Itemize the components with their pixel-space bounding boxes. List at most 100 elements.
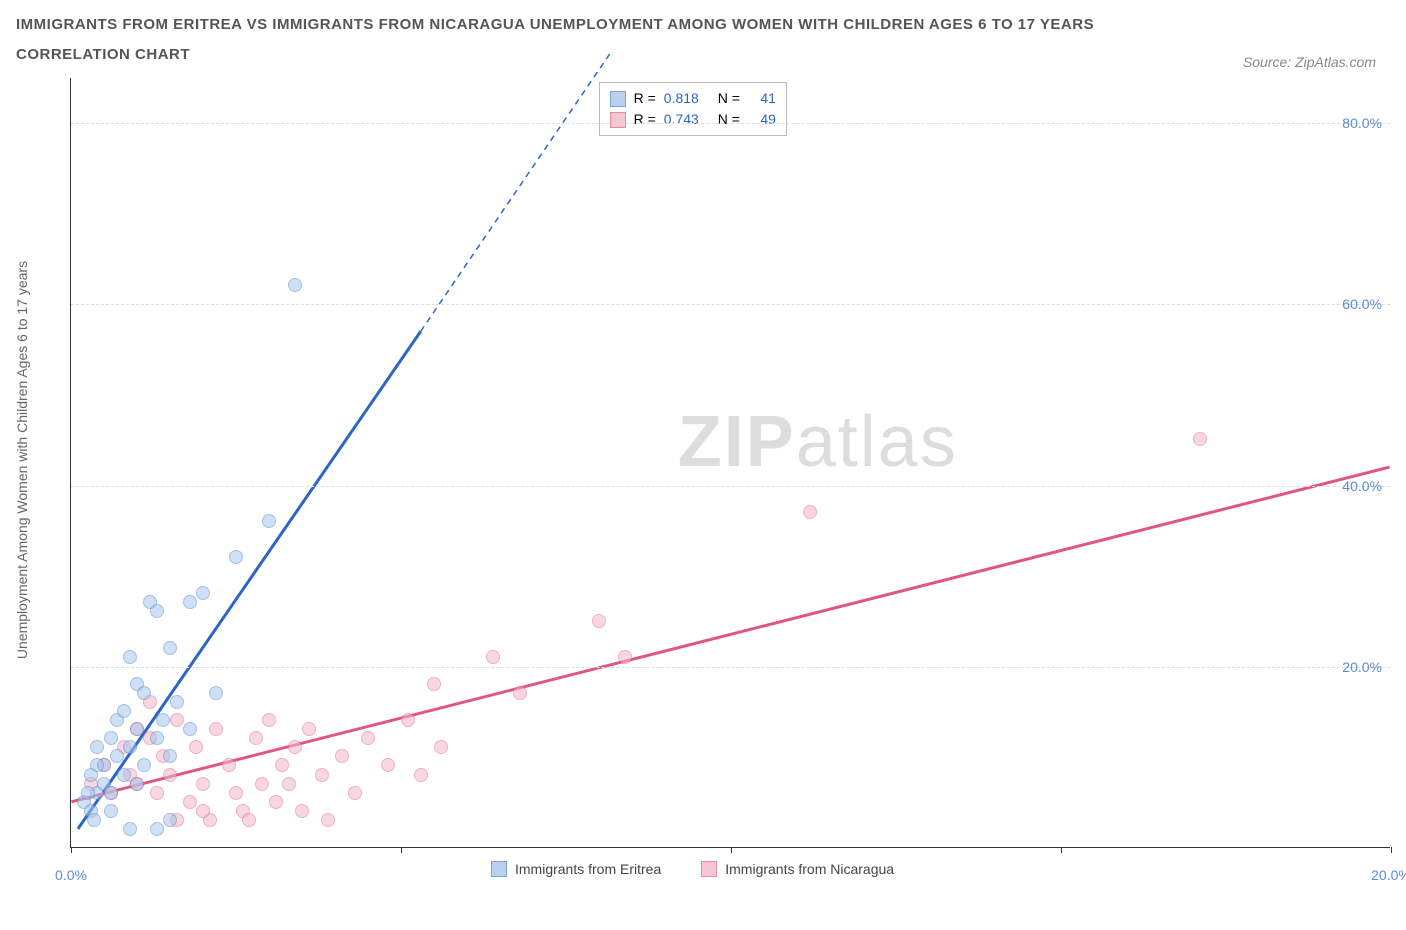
point-nicaragua — [486, 650, 500, 664]
point-eritrea — [123, 650, 137, 664]
point-nicaragua — [401, 713, 415, 727]
point-nicaragua — [295, 804, 309, 818]
point-eritrea — [262, 514, 276, 528]
point-nicaragua — [302, 722, 316, 736]
point-eritrea — [183, 595, 197, 609]
point-nicaragua — [414, 768, 428, 782]
point-eritrea — [123, 740, 137, 754]
y-tick-label: 80.0% — [1342, 115, 1382, 131]
y-tick-label: 20.0% — [1342, 659, 1382, 675]
watermark: ZIPatlas — [678, 401, 958, 483]
point-eritrea — [90, 740, 104, 754]
x-tick — [1061, 847, 1062, 853]
point-eritrea — [288, 278, 302, 292]
grid-line — [71, 667, 1390, 668]
legend-item-nicaragua: Immigrants from Nicaragua — [701, 861, 894, 877]
stat-r-nicaragua: 0.743 — [664, 109, 710, 130]
point-nicaragua — [381, 758, 395, 772]
point-nicaragua — [275, 758, 289, 772]
y-tick-label: 40.0% — [1342, 478, 1382, 494]
point-nicaragua — [361, 731, 375, 745]
point-eritrea — [209, 686, 223, 700]
point-eritrea — [130, 722, 144, 736]
point-eritrea — [170, 695, 184, 709]
source-attribution: Source: ZipAtlas.com — [1243, 54, 1376, 70]
point-eritrea — [163, 641, 177, 655]
point-nicaragua — [255, 777, 269, 791]
point-nicaragua — [321, 813, 335, 827]
x-tick-label: 0.0% — [55, 867, 87, 883]
point-eritrea — [104, 731, 118, 745]
point-nicaragua — [189, 740, 203, 754]
point-nicaragua — [209, 722, 223, 736]
point-nicaragua — [803, 505, 817, 519]
scatter-chart: ZIPatlas R = 0.818 N = 41 R = 0.743 N = … — [70, 78, 1390, 848]
grid-line — [71, 304, 1390, 305]
point-eritrea — [156, 713, 170, 727]
point-eritrea — [163, 813, 177, 827]
point-nicaragua — [1193, 432, 1207, 446]
x-tick — [1391, 847, 1392, 853]
y-tick-label: 60.0% — [1342, 296, 1382, 312]
point-eritrea — [117, 768, 131, 782]
point-eritrea — [229, 550, 243, 564]
x-tick — [401, 847, 402, 853]
point-nicaragua — [269, 795, 283, 809]
swatch-eritrea — [610, 91, 626, 107]
point-nicaragua — [249, 731, 263, 745]
stats-row-nicaragua: R = 0.743 N = 49 — [610, 109, 776, 130]
point-nicaragua — [348, 786, 362, 800]
point-nicaragua — [242, 813, 256, 827]
point-nicaragua — [288, 740, 302, 754]
point-eritrea — [163, 749, 177, 763]
grid-line — [71, 486, 1390, 487]
point-eritrea — [104, 804, 118, 818]
y-axis-label: Unemployment Among Women with Children A… — [14, 261, 30, 659]
x-tick — [731, 847, 732, 853]
point-nicaragua — [222, 758, 236, 772]
point-nicaragua — [618, 650, 632, 664]
stats-legend: R = 0.818 N = 41 R = 0.743 N = 49 — [599, 82, 787, 136]
point-eritrea — [130, 777, 144, 791]
point-nicaragua — [183, 795, 197, 809]
point-eritrea — [123, 822, 137, 836]
point-nicaragua — [315, 768, 329, 782]
point-eritrea — [196, 586, 210, 600]
point-nicaragua — [196, 777, 210, 791]
point-nicaragua — [262, 713, 276, 727]
point-eritrea — [81, 786, 95, 800]
stat-n-eritrea: 41 — [748, 88, 776, 109]
point-eritrea — [183, 722, 197, 736]
stats-row-eritrea: R = 0.818 N = 41 — [610, 88, 776, 109]
stat-n-nicaragua: 49 — [748, 109, 776, 130]
point-eritrea — [87, 813, 101, 827]
point-eritrea — [150, 604, 164, 618]
legend-label-nicaragua: Immigrants from Nicaragua — [725, 861, 894, 877]
chart-title: IMMIGRANTS FROM ERITREA VS IMMIGRANTS FR… — [16, 10, 1116, 70]
point-nicaragua — [335, 749, 349, 763]
swatch-eritrea — [491, 861, 507, 877]
x-tick-label: 20.0% — [1371, 867, 1406, 883]
point-eritrea — [150, 731, 164, 745]
legend-label-eritrea: Immigrants from Eritrea — [515, 861, 661, 877]
grid-line — [71, 123, 1390, 124]
point-nicaragua — [592, 614, 606, 628]
x-tick — [71, 847, 72, 853]
point-eritrea — [137, 758, 151, 772]
point-eritrea — [150, 822, 164, 836]
series-legend: Immigrants from Eritrea Immigrants from … — [491, 861, 894, 877]
point-eritrea — [110, 749, 124, 763]
point-eritrea — [137, 686, 151, 700]
chart-header: IMMIGRANTS FROM ERITREA VS IMMIGRANTS FR… — [0, 0, 1406, 80]
swatch-nicaragua — [701, 861, 717, 877]
stat-r-eritrea: 0.818 — [664, 88, 710, 109]
point-nicaragua — [170, 713, 184, 727]
point-nicaragua — [229, 786, 243, 800]
swatch-nicaragua — [610, 112, 626, 128]
point-nicaragua — [163, 768, 177, 782]
point-nicaragua — [150, 786, 164, 800]
point-eritrea — [104, 786, 118, 800]
point-eritrea — [90, 758, 104, 772]
point-nicaragua — [282, 777, 296, 791]
point-eritrea — [117, 704, 131, 718]
